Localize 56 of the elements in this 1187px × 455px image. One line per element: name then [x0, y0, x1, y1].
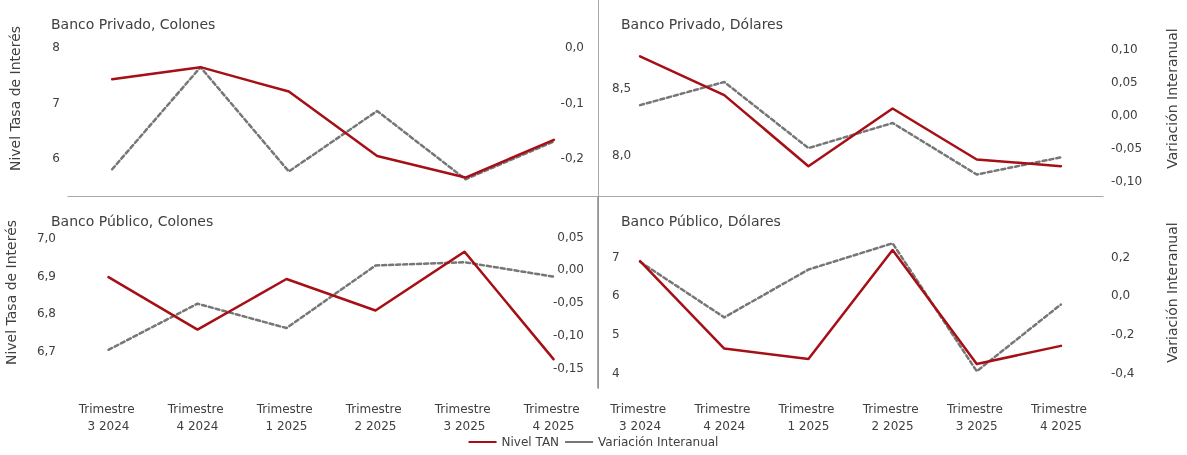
text: Banco Privado, Colones	[51, 16, 216, 32]
x-tick-label: Trimestre 2 2025	[861, 401, 923, 433]
y-tick-label: 6	[612, 288, 620, 303]
text: Banco Público, Colones	[51, 213, 214, 229]
y2-axis-title: Variación Interanual	[1164, 28, 1180, 169]
y-tick-label: 7	[52, 95, 60, 110]
y2-tick-label: 0,00	[557, 262, 584, 277]
x-tick-label: Trimestre 1 2025	[777, 401, 839, 433]
y2-tick-label: -0,10	[552, 328, 584, 343]
y-tick-label: 4	[612, 365, 620, 380]
legend-label: Variación Interanual	[598, 435, 719, 449]
legend-label: Nivel TAN	[501, 435, 560, 449]
y2-tick-label: 0,00	[1111, 108, 1138, 123]
x-tick-label: Trimestre 4 2024	[166, 401, 228, 433]
line-series	[638, 80, 1063, 176]
y2-tick-label: -0,10	[1111, 174, 1143, 189]
y2-tick-label: -0,2	[560, 151, 584, 166]
y2-tick-label: 0,2	[1111, 249, 1131, 264]
y-tick-label: 8,0	[612, 148, 632, 163]
y2-axis-title: Variación Interanual	[1164, 222, 1180, 363]
y2-tick-label: 0,05	[1111, 74, 1138, 89]
line-series	[107, 260, 555, 352]
y-tick-label: 6,9	[36, 268, 56, 283]
text: Banco Privado, Dólares	[621, 16, 783, 32]
text: Banco Público, Dólares	[621, 213, 781, 229]
line-series	[107, 250, 555, 361]
x-tick-label: Trimestre 4 2025	[1030, 401, 1091, 433]
y2-tick-label: -0,2	[1111, 326, 1135, 341]
y2-tick-label: -0,05	[1111, 141, 1143, 156]
x-tick-label: Trimestre 4 2025	[522, 401, 584, 433]
y2-tick-label: 0,0	[564, 40, 584, 55]
y-tick-label: 7	[612, 249, 620, 264]
y2-tick-label: -0,05	[552, 295, 584, 310]
y-axis-title: Nivel Tasa de Interés	[3, 219, 19, 366]
x-tick-label: Trimestre 3 2025	[945, 401, 1007, 433]
x-tick-label: Trimestre 3 2024	[77, 401, 139, 433]
y2-tick-label: -0,15	[552, 361, 584, 376]
y2-tick-label: -0,4	[1111, 365, 1135, 380]
x-tick-label: Trimestre 3 2024	[609, 401, 670, 433]
x-tick-label: Trimestre 2 2025	[344, 401, 406, 433]
y-tick-label: 8	[52, 40, 60, 55]
y-tick-label: 7,0	[36, 231, 56, 246]
y2-tick-label: 0,05	[557, 229, 584, 244]
y-tick-label: 6,8	[36, 306, 56, 321]
y-tick-label: 6,7	[36, 343, 56, 358]
x-tick-label: Trimestre 3 2025	[433, 401, 495, 433]
y-tick-label: 5	[612, 326, 620, 341]
y2-tick-label: -0,1	[560, 95, 584, 110]
y-axis-title: Nivel Tasa de Interés	[7, 25, 23, 172]
y2-tick-label: 0,0	[1111, 288, 1131, 303]
x-tick-label: Trimestre 1 2025	[255, 401, 317, 433]
line-series	[638, 55, 1063, 168]
y-tick-label: 8,5	[612, 81, 632, 96]
y-tick-label: 6	[52, 151, 60, 166]
x-tick-label: Trimestre 4 2024	[693, 401, 755, 433]
y2-tick-label: 0,10	[1111, 41, 1138, 56]
